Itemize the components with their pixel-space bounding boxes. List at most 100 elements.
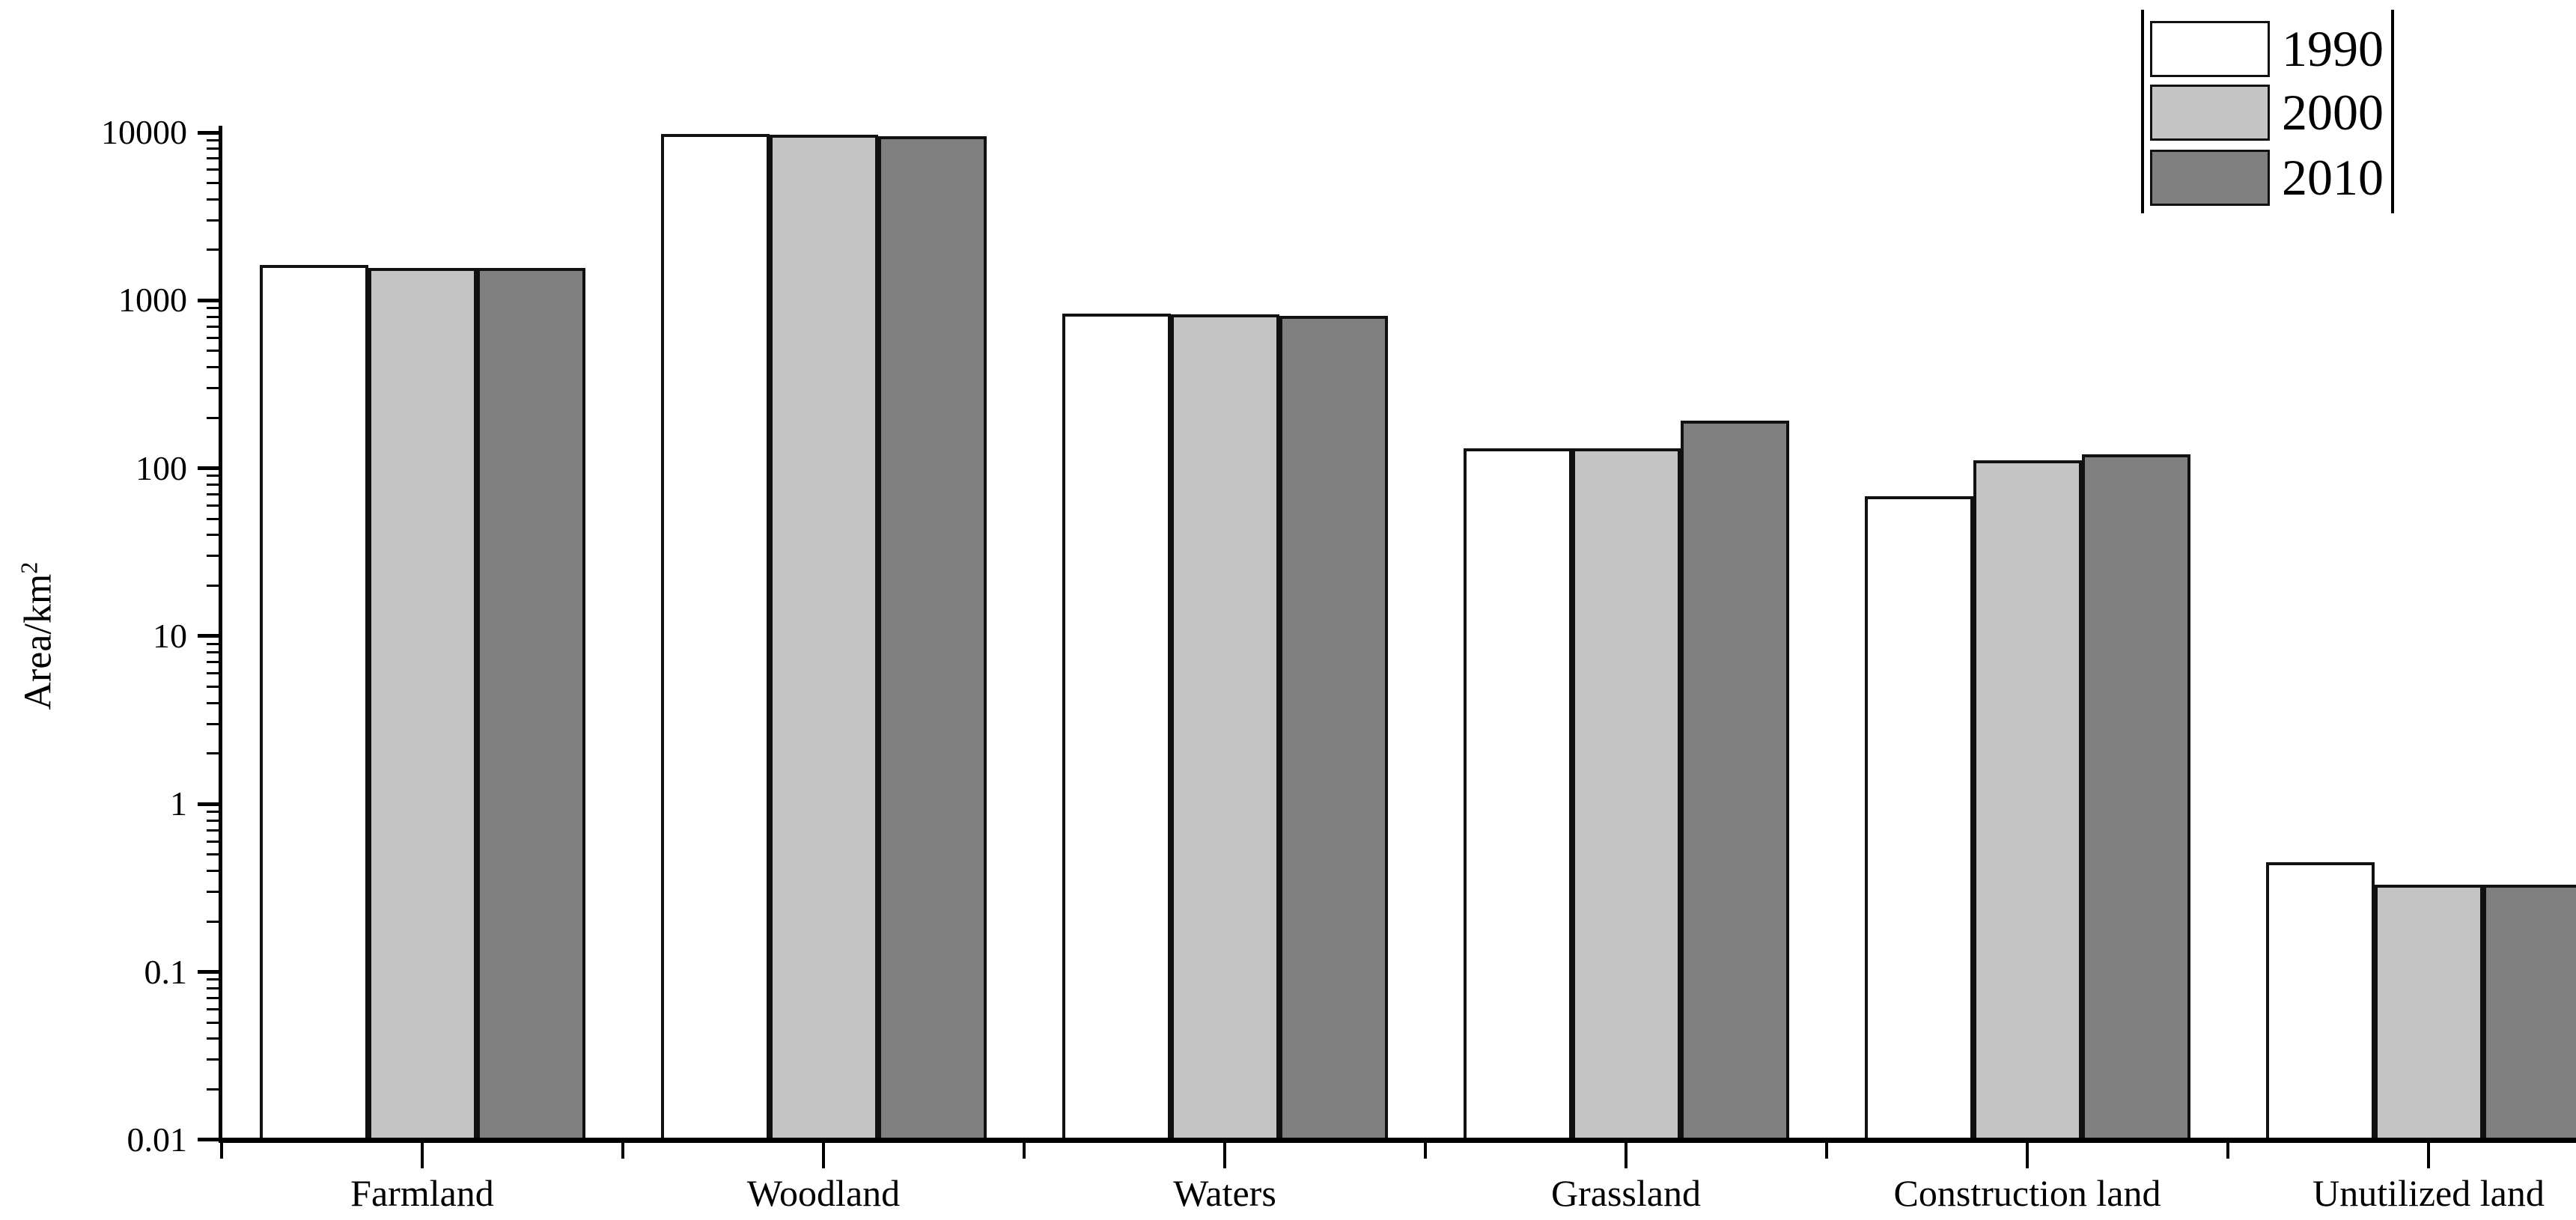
y-minor-tick	[207, 820, 219, 822]
y-minor-tick	[207, 504, 219, 507]
y-minor-tick	[207, 585, 219, 587]
y-minor-tick	[207, 811, 219, 813]
category-label: Waters	[1173, 1172, 1276, 1214]
y-tick-label: 1000	[118, 281, 187, 319]
legend-label-2000: 2000	[2282, 84, 2384, 141]
category-label: Unutilized land	[2312, 1172, 2545, 1214]
y-minor-tick	[207, 484, 219, 486]
y-tick-label: 10	[153, 617, 187, 655]
y-minor-tick	[207, 987, 219, 989]
y-minor-tick	[207, 198, 219, 201]
y-minor-tick	[207, 139, 219, 141]
x-major-tick	[1625, 1143, 1627, 1168]
y-minor-tick	[207, 248, 219, 251]
bar-waters-2000	[1171, 314, 1279, 1138]
y-minor-tick	[207, 1008, 219, 1010]
y-minor-tick	[207, 366, 219, 368]
y-major-tick	[198, 634, 219, 638]
x-major-tick	[822, 1143, 825, 1168]
y-tick-label: 10000	[101, 113, 187, 151]
x-major-tick	[421, 1143, 424, 1168]
y-minor-tick	[207, 168, 219, 171]
bar-waters-1990	[1062, 314, 1171, 1138]
y-major-tick	[198, 1138, 219, 1141]
y-minor-tick	[207, 337, 219, 339]
y-minor-tick	[207, 555, 219, 557]
bar-unutilized-land-2010	[2483, 885, 2576, 1138]
y-minor-tick	[207, 661, 219, 663]
y-minor-tick	[207, 350, 219, 352]
x-axis-line	[219, 1138, 2576, 1143]
y-minor-tick	[207, 219, 219, 222]
y-minor-tick	[207, 829, 219, 832]
y-minor-tick	[207, 493, 219, 495]
x-minor-tick	[2226, 1143, 2229, 1159]
category-label: Construction land	[1893, 1172, 2161, 1214]
y-minor-tick	[207, 723, 219, 725]
bar-construction-land-2000	[1973, 460, 2082, 1138]
y-tick-label: 0.1	[144, 953, 188, 991]
y-minor-tick	[207, 651, 219, 653]
x-major-tick	[1223, 1143, 1226, 1168]
y-minor-tick	[207, 316, 219, 318]
y-minor-tick	[207, 157, 219, 159]
y-minor-tick	[207, 997, 219, 999]
legend-item-1990: 1990	[2150, 21, 2390, 77]
legend-item-2010: 2010	[2150, 150, 2390, 206]
y-minor-tick	[207, 417, 219, 419]
y-minor-tick	[207, 475, 219, 477]
bar-farmland-2010	[477, 268, 585, 1138]
bar-woodland-2010	[878, 136, 987, 1138]
legend-swatch-2010	[2150, 150, 2270, 206]
x-minor-tick	[1424, 1143, 1427, 1159]
y-minor-tick	[207, 1037, 219, 1040]
y-axis-title-superscript: 2	[15, 561, 43, 574]
x-minor-tick	[621, 1143, 624, 1159]
bar-unutilized-land-1990	[2266, 862, 2375, 1138]
bar-farmland-1990	[260, 265, 368, 1138]
category-label: Grassland	[1551, 1172, 1701, 1214]
x-minor-tick	[220, 1143, 223, 1159]
y-minor-tick	[207, 643, 219, 645]
bar-grassland-2000	[1572, 448, 1681, 1138]
bar-grassland-1990	[1464, 448, 1572, 1138]
category-label: Farmland	[350, 1172, 494, 1214]
x-minor-tick	[1023, 1143, 1026, 1159]
bar-construction-land-2010	[2082, 454, 2190, 1138]
x-minor-tick	[1825, 1143, 1828, 1159]
y-minor-tick	[207, 1088, 219, 1091]
bar-unutilized-land-2000	[2375, 885, 2483, 1138]
y-minor-tick	[207, 853, 219, 855]
legend-item-2000: 2000	[2150, 85, 2390, 141]
y-minor-tick	[207, 891, 219, 893]
x-major-tick	[2427, 1143, 2430, 1168]
y-minor-tick	[207, 921, 219, 923]
legend-swatch-1990	[2150, 21, 2270, 77]
y-minor-tick	[207, 534, 219, 536]
y-major-tick	[198, 970, 219, 974]
y-minor-tick	[207, 518, 219, 520]
y-major-tick	[198, 466, 219, 470]
bar-farmland-2000	[368, 268, 477, 1138]
x-major-tick	[2026, 1143, 2029, 1168]
category-label: Woodland	[746, 1172, 901, 1214]
bar-grassland-2010	[1681, 421, 1789, 1138]
y-minor-tick	[207, 870, 219, 872]
y-major-tick	[198, 299, 219, 302]
y-axis-line	[219, 126, 222, 1143]
y-minor-tick	[207, 978, 219, 980]
legend-label-1990: 1990	[2282, 20, 2384, 77]
y-minor-tick	[207, 182, 219, 184]
legend-swatch-2000	[2150, 85, 2270, 141]
y-minor-tick	[207, 387, 219, 389]
y-minor-tick	[207, 1058, 219, 1061]
bar-construction-land-1990	[1865, 496, 1973, 1138]
y-minor-tick	[207, 752, 219, 754]
bar-woodland-1990	[661, 134, 770, 1138]
y-minor-tick	[207, 1022, 219, 1024]
y-minor-tick	[207, 841, 219, 843]
legend-label-2010: 2010	[2282, 149, 2384, 206]
y-minor-tick	[207, 672, 219, 674]
y-tick-label: 100	[136, 449, 187, 487]
